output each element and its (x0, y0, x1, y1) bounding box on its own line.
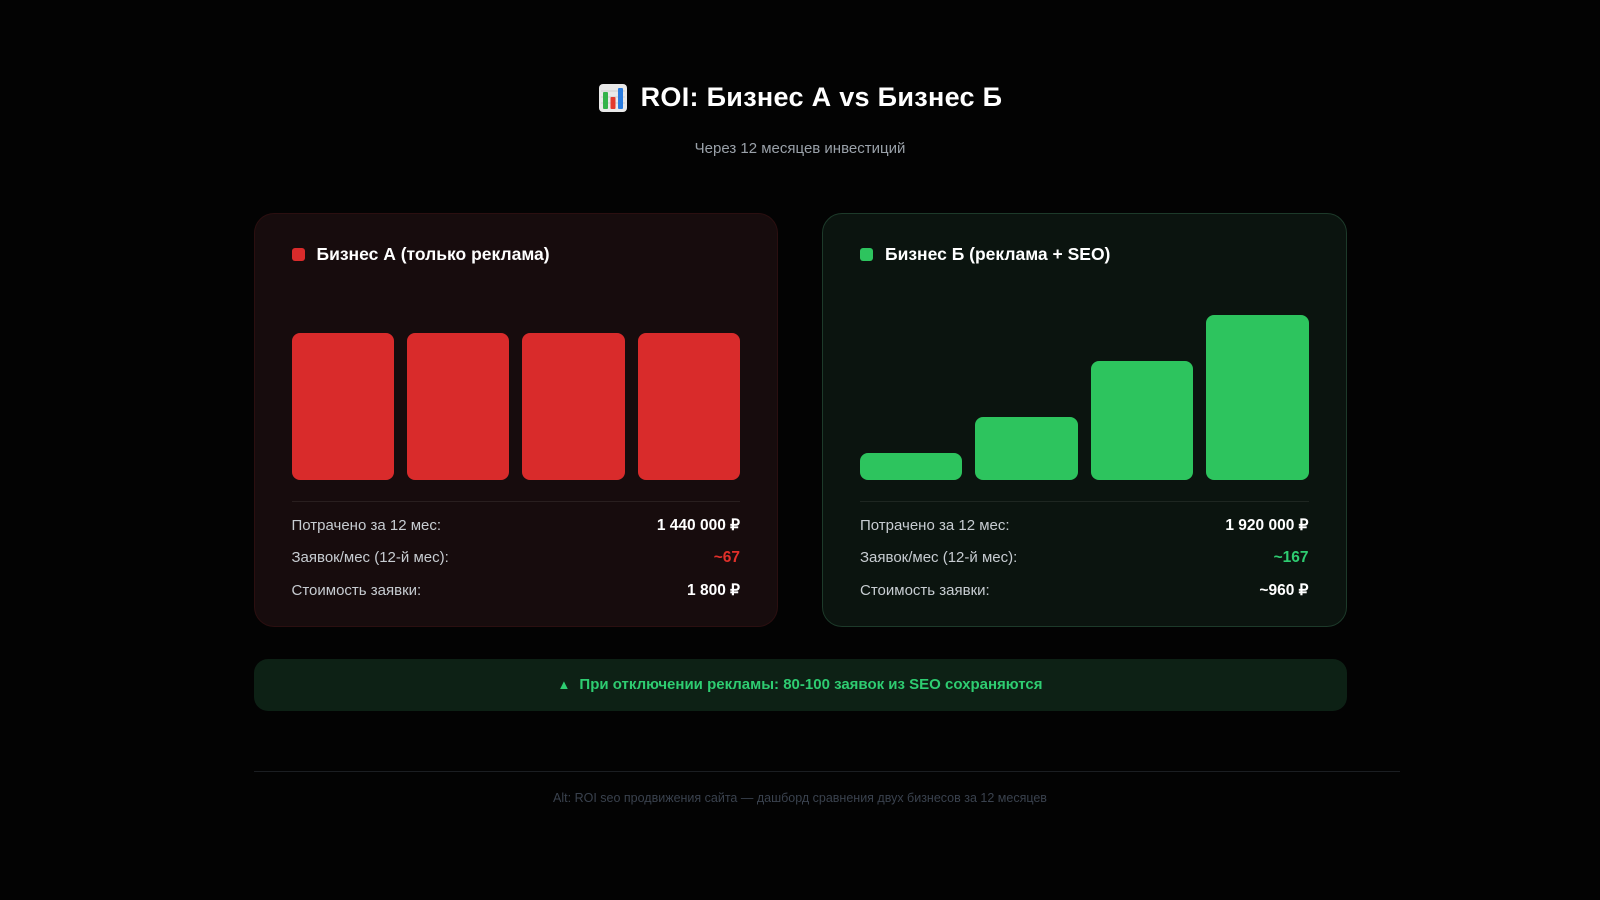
bar (1206, 314, 1309, 480)
legend-square-green (860, 247, 873, 261)
bar-chart-icon (598, 83, 628, 113)
page-subtitle: Через 12 месяцев инвестиций (694, 139, 906, 157)
bar-chart-business-b (860, 314, 1309, 480)
card-b-stats: Потрачено за 12 мес: 1 920 000 ₽ Заявок/… (860, 516, 1309, 600)
banner-text: При отключении рекламы: 80-100 заявок из… (579, 676, 1043, 693)
header: ROI: Бизнес А vs Бизнес Б Через 12 месяц… (254, 0, 1347, 157)
bar (860, 453, 963, 480)
legend-square-red (291, 247, 305, 261)
stat-value: 1 800 ₽ (687, 581, 740, 599)
card-b-title: Бизнес Б (реклама + SEO) (885, 243, 1111, 264)
stat-row-cost: Стоимость заявки: 1 800 ₽ (292, 581, 741, 600)
card-business-b: Бизнес Б (реклама + SEO) Потрачено за 12… (822, 212, 1347, 627)
stat-value: 1 920 000 ₽ (1225, 516, 1309, 534)
stat-label: Потрачено за 12 мес: (860, 516, 1010, 534)
bar (975, 416, 1078, 480)
bar (291, 332, 394, 480)
card-business-a: Бизнес А (только реклама) Потрачено за 1… (253, 212, 778, 627)
cards-row: Бизнес А (только реклама) Потрачено за 1… (253, 212, 1347, 627)
card-b-header: Бизнес Б (реклама + SEO) (860, 244, 1309, 265)
stat-row-leads: Заявок/мес (12-й мес): ~167 (860, 549, 1309, 567)
triangle-up-icon: ▲ (557, 677, 571, 692)
dashboard: ROI: Бизнес А vs Бизнес Б Через 12 месяц… (253, 0, 1400, 805)
seo-retention-banner: ▲ При отключении рекламы: 80-100 заявок … (253, 658, 1347, 711)
stat-label: Потрачено за 12 мес: (291, 516, 442, 534)
bar (522, 332, 625, 480)
card-a-header: Бизнес А (только реклама) (291, 243, 741, 265)
bar-chart-business-a (291, 315, 740, 480)
footer-alt-text: Alt: ROI seo продвижения сайта — дашборд… (553, 790, 1047, 805)
bar (637, 332, 740, 480)
stat-value: ~960 ₽ (1259, 581, 1309, 599)
stat-value: ~67 (713, 548, 740, 566)
stat-value: 1 440 000 ₽ (656, 516, 740, 534)
stat-row-leads: Заявок/мес (12-й мес): ~67 (292, 549, 741, 567)
footer-divider (253, 770, 1400, 772)
card-a-title: Бизнес А (только реклама) (316, 243, 550, 264)
stat-value: ~167 (1273, 548, 1309, 566)
title-row: ROI: Бизнес А vs Бизнес Б (598, 82, 1003, 113)
stat-row-spent: Потрачено за 12 мес: 1 920 000 ₽ (860, 516, 1309, 535)
bar (1090, 360, 1194, 480)
card-a-divider (291, 500, 740, 502)
stat-label: Стоимость заявки: (291, 581, 422, 599)
page-title: ROI: Бизнес А vs Бизнес Б (640, 82, 1003, 112)
bar (406, 332, 510, 480)
stat-row-spent: Потрачено за 12 мес: 1 440 000 ₽ (292, 516, 741, 535)
card-a-stats: Потрачено за 12 мес: 1 440 000 ₽ Заявок/… (292, 516, 741, 600)
card-b-divider (860, 500, 1309, 502)
stat-label: Заявок/мес (12-й мес): (860, 549, 1018, 566)
stat-label: Заявок/мес (12-й мес): (291, 549, 449, 566)
stat-label: Стоимость заявки: (860, 581, 990, 599)
stat-row-cost: Стоимость заявки: ~960 ₽ (860, 581, 1309, 600)
